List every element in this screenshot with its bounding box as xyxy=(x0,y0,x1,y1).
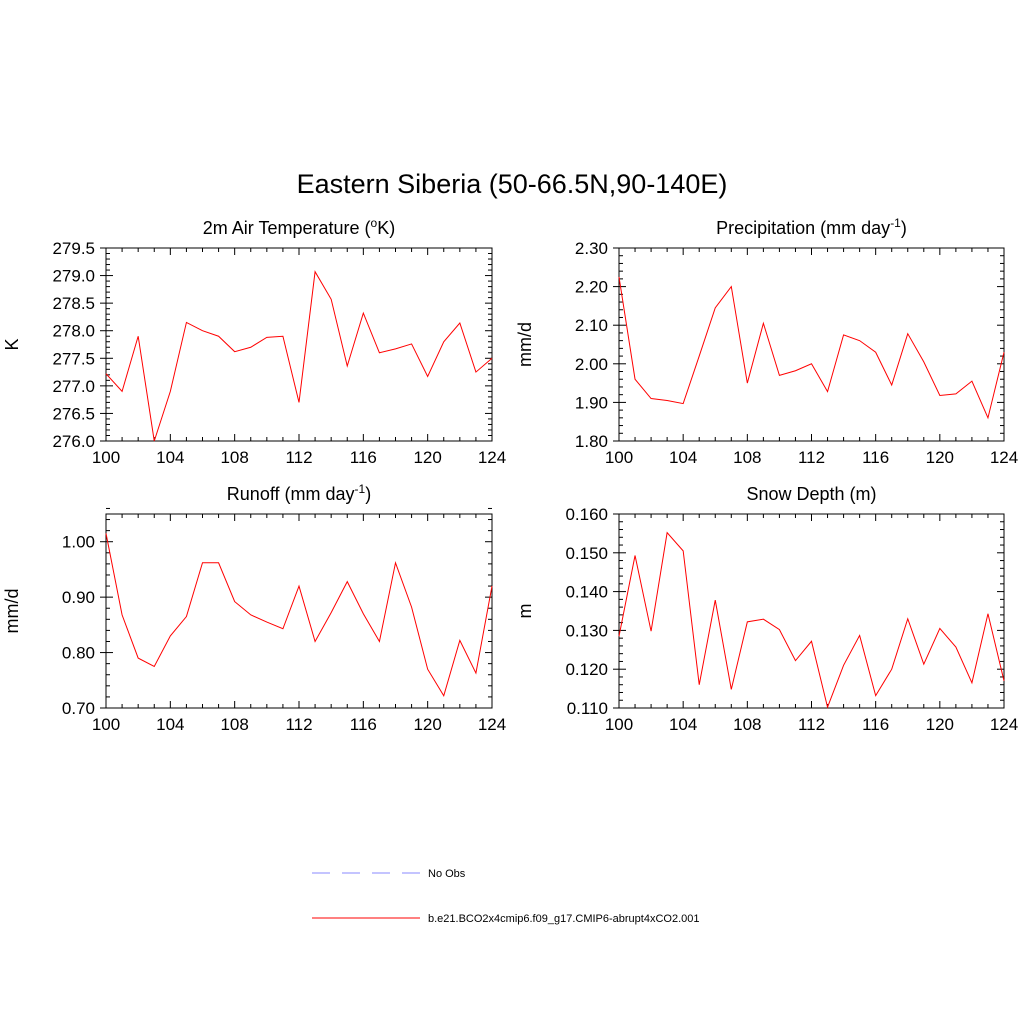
panel-air-temperature: 2m Air Temperature (oK) K 100 104 108 112 116 1… xyxy=(2,216,506,467)
x-tick-label: 120 xyxy=(926,715,954,734)
y-tick-label: 0.70 xyxy=(62,699,95,718)
y-axis-label-precipitation: mm/d xyxy=(515,322,535,367)
x-tick-label: 104 xyxy=(669,448,697,467)
x-tick-label: 112 xyxy=(798,448,825,467)
x-tick-label: 108 xyxy=(220,715,248,734)
y-tick-label: 1.90 xyxy=(575,393,608,412)
x-tick-label: 116 xyxy=(862,448,889,467)
y-tick-label: 279.5 xyxy=(52,239,95,258)
y-tick-label: 2.20 xyxy=(575,278,608,297)
x-tick-label: 108 xyxy=(733,715,761,734)
x-tick-label: 100 xyxy=(92,448,120,467)
x-tick-label: 100 xyxy=(92,715,120,734)
y-axis-label-air-temperature: K xyxy=(2,338,22,350)
x-tick-label: 108 xyxy=(220,448,248,467)
y-tick-label: 2.00 xyxy=(575,355,608,374)
series-line-air-temperature xyxy=(105,270,493,442)
x-tick-label: 100 xyxy=(605,448,633,467)
y-tick-label: 278.5 xyxy=(52,294,95,313)
legend: No Obs b.e21.BCO2x4cmip6.f09_g17.CMIP6-a… xyxy=(312,868,700,925)
x-tick-label: 124 xyxy=(478,715,506,734)
y-tick-label: 2.30 xyxy=(575,239,608,258)
x-tick-label: 104 xyxy=(156,715,184,734)
y-tick-label: 278.0 xyxy=(52,322,95,341)
series-line-precipitation xyxy=(618,276,1005,420)
x-tick-label: 112 xyxy=(285,448,312,467)
legend-label-model: b.e21.BCO2x4cmip6.f09_g17.CMIP6-abrupt4x… xyxy=(428,913,700,925)
y-axis-label-snow-depth: m xyxy=(515,604,535,619)
x-tick-label: 120 xyxy=(413,715,441,734)
x-tick-label: 112 xyxy=(285,715,312,734)
panel-runoff: Runoff (mm day-1) mm/d 100 104 108 112 116 120 1… xyxy=(2,482,506,734)
x-tick-label: 104 xyxy=(156,448,184,467)
y-tick-label: 0.140 xyxy=(565,583,608,602)
x-tick-label: 120 xyxy=(926,448,954,467)
x-tick-label: 124 xyxy=(990,448,1018,467)
y-tick-label: 276.5 xyxy=(52,404,95,423)
y-tick-label: 0.80 xyxy=(62,644,95,663)
y-tick-label: 2.10 xyxy=(575,316,608,335)
x-tick-label: 120 xyxy=(413,448,441,467)
y-tick-label: 279.0 xyxy=(52,267,95,286)
y-axis-label-runoff: mm/d xyxy=(2,589,22,634)
x-tick-label: 116 xyxy=(862,715,889,734)
series-line-snow-depth xyxy=(618,531,1005,709)
series-line-runoff xyxy=(105,533,493,698)
y-tick-label: 277.5 xyxy=(52,349,95,368)
y-tick-label: 1.00 xyxy=(62,533,95,552)
x-tick-label: 124 xyxy=(478,448,506,467)
x-tick-label: 100 xyxy=(605,715,633,734)
y-tick-label: 0.110 xyxy=(567,699,608,718)
legend-label-no-obs: No Obs xyxy=(428,868,466,880)
y-tick-label: 0.90 xyxy=(62,588,95,607)
y-tick-label: 0.120 xyxy=(565,660,608,679)
x-tick-label: 112 xyxy=(798,715,825,734)
x-tick-label: 108 xyxy=(733,448,761,467)
panel-title-snow-depth: Snow Depth (m) xyxy=(746,484,876,504)
panel-title-precipitation: Precipitation (mm day-1) xyxy=(716,216,907,238)
y-tick-label: 276.0 xyxy=(52,432,95,451)
y-tick-label: 277.0 xyxy=(52,377,95,396)
x-tick-label: 116 xyxy=(350,448,377,467)
x-tick-label: 116 xyxy=(350,715,377,734)
panel-title-runoff: Runoff (mm day-1) xyxy=(227,482,371,504)
panel-precipitation: Precipitation (mm day-1) mm/d 100 104 108 112… xyxy=(515,216,1018,467)
y-tick-label: 1.80 xyxy=(575,432,608,451)
panel-snow-depth: Snow Depth (m) m 100 104 108 112 116 120 124 0.11… xyxy=(515,484,1018,734)
y-tick-label: 0.130 xyxy=(565,621,608,640)
y-tick-label: 0.150 xyxy=(565,544,608,563)
panel-title-air-temperature: 2m Air Temperature (oK) xyxy=(203,216,395,238)
y-tick-label: 0.160 xyxy=(565,505,608,524)
x-tick-label: 104 xyxy=(669,715,697,734)
figure-title: Eastern Siberia (50-66.5N,90-140E) xyxy=(297,169,728,199)
plot-frame xyxy=(618,247,1005,442)
x-tick-label: 124 xyxy=(990,715,1018,734)
